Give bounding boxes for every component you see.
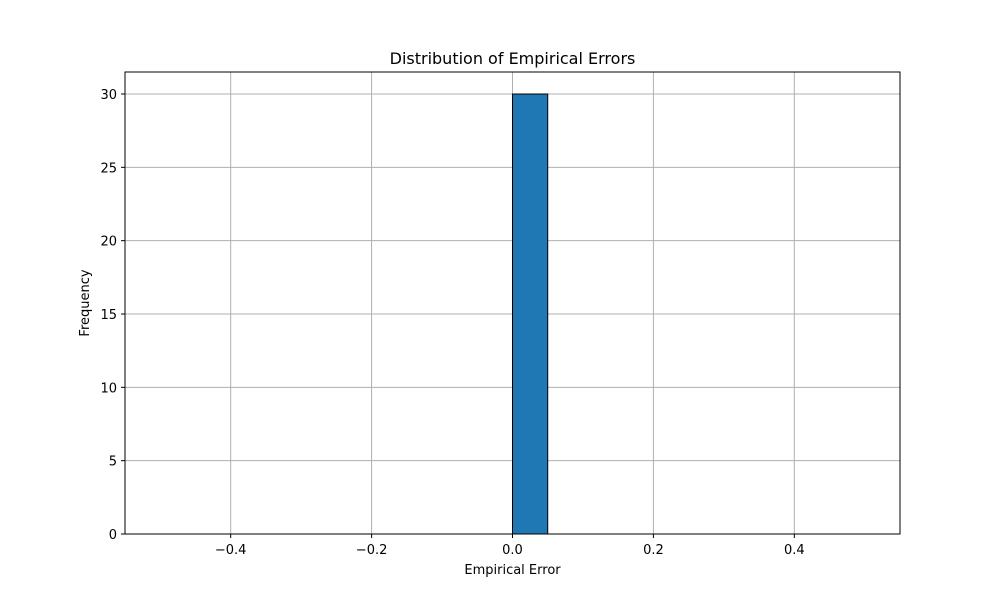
- y-tick-label: 25: [100, 161, 117, 176]
- y-axis-label: Frequency: [78, 269, 93, 336]
- y-axis-ticks: 0 5 10 15 20 25 30: [100, 88, 125, 543]
- x-tick-label: 0.0: [502, 543, 523, 558]
- histogram-bars: [512, 93, 549, 535]
- x-tick-label: −0.4: [215, 543, 247, 558]
- y-tick-label: 20: [100, 235, 117, 250]
- y-tick-label: 30: [100, 88, 117, 103]
- chart-title: Distribution of Empirical Errors: [390, 49, 636, 68]
- y-tick-label: 5: [109, 455, 117, 470]
- x-tick-label: 0.4: [784, 543, 805, 558]
- x-tick-label: 0.2: [643, 543, 664, 558]
- y-tick-label: 0: [109, 528, 117, 543]
- y-tick-label: 15: [100, 308, 117, 323]
- x-axis-ticks: −0.4 −0.2 0.0 0.2 0.4: [215, 534, 805, 558]
- y-tick-label: 10: [100, 381, 117, 396]
- x-axis-label: Empirical Error: [464, 563, 561, 578]
- x-tick-label: −0.2: [356, 543, 388, 558]
- histogram-bar: [512, 93, 549, 535]
